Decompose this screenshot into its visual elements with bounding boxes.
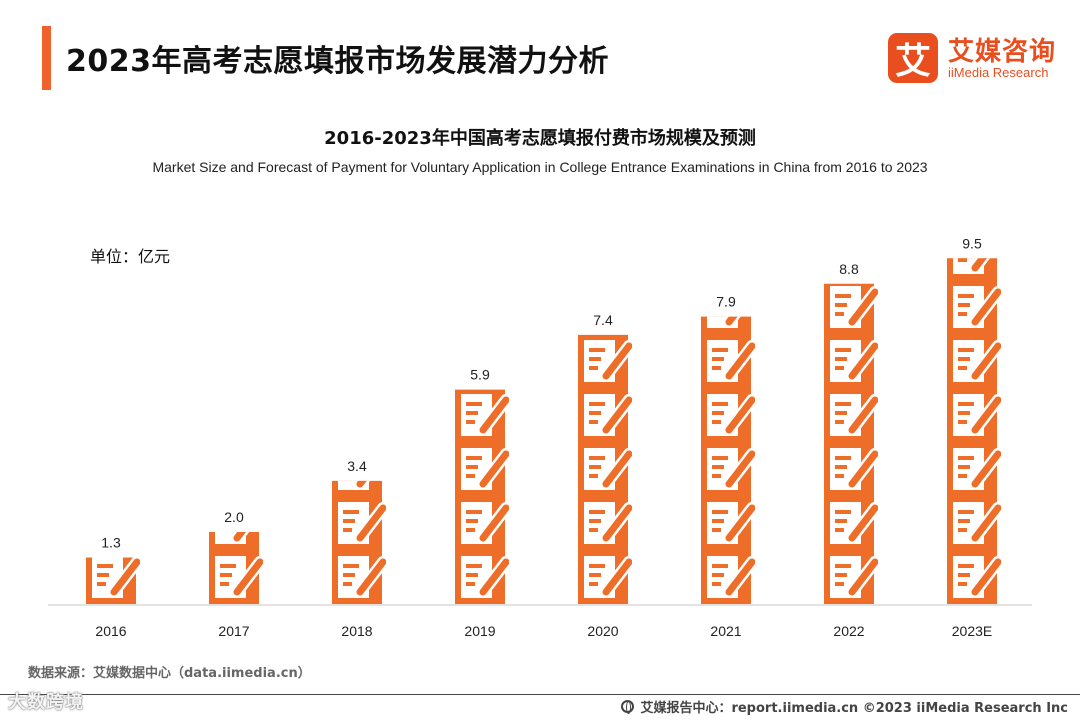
globe-icon [621,700,635,714]
logo-text-en: iiMedia Research [948,65,1049,80]
value-label-2019: 5.9 [470,367,490,383]
bar-2020 [578,334,632,604]
footer-credit: 艾媒报告中心：report.iimedia.cn ©2023 iiMedia R… [621,697,1068,716]
logo-text-cn: 艾媒咨询 [948,37,1057,67]
bar-2021 [701,316,755,604]
bar-2019 [455,389,509,604]
bar-2022 [824,283,878,604]
x-tick-label-2018: 2018 [341,623,372,639]
value-label-2022: 8.8 [839,261,859,277]
x-tick-label-2021: 2021 [710,623,741,639]
unit-label: 单位：亿元 [90,247,171,266]
footer-divider [0,694,1080,695]
value-label-2023E: 9.5 [962,235,982,251]
title-accent-bar [42,26,51,90]
chart-subtitle: Market Size and Forecast of Payment for … [152,159,928,175]
iimedia-logo: 艾 艾媒咨询 iiMedia Research [888,31,1068,87]
bar-2016 [86,557,140,604]
x-tick-label-2019: 2019 [464,623,495,639]
logo-mark-icon: 艾 [888,33,938,83]
x-tick-label-2023E: 2023E [952,623,992,639]
page-title: 2023年高考志愿填报市场发展潜力分析 [66,44,609,79]
value-label-2017: 2.0 [224,509,244,525]
x-tick-label-2017: 2017 [218,623,249,639]
data-source: 数据来源：艾媒数据中心（data.iimedia.cn） [28,666,311,681]
chart-title: 2016-2023年中国高考志愿填报付费市场规模及预测 [324,128,756,149]
value-label-2018: 3.4 [347,458,367,474]
watermark: 大数跨境 [8,692,84,713]
x-tick-label-2022: 2022 [833,623,864,639]
value-label-2016: 1.3 [101,535,121,551]
bar-2017 [209,532,263,604]
x-tick-label-2016: 2016 [95,623,126,639]
bar-2018 [332,480,386,604]
bar-2023E [947,258,1001,604]
value-label-2020: 7.4 [593,312,613,328]
value-label-2021: 7.9 [716,294,736,310]
x-tick-label-2020: 2020 [587,623,618,639]
footer-credit-text: 艾媒报告中心：report.iimedia.cn ©2023 iiMedia R… [640,701,1068,716]
